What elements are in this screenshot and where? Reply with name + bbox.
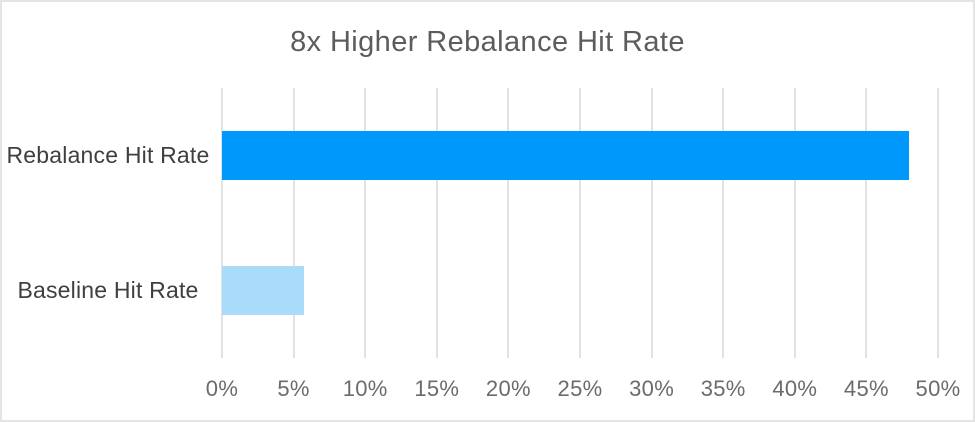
x-tick-label: 15%	[414, 376, 460, 401]
gridline	[364, 88, 367, 358]
bar-rebalance-hit-rate	[222, 131, 910, 180]
gridline	[865, 88, 868, 358]
category-label: Baseline Hit Rate	[17, 277, 199, 303]
x-tick-label: 45%	[843, 376, 889, 401]
x-tick-label: 25%	[557, 376, 603, 401]
category-label: Rebalance Hit Rate	[6, 142, 210, 168]
gridline	[793, 88, 796, 358]
x-tick-label: 5%	[277, 376, 310, 401]
chart-title: 8x Higher Rebalance Hit Rate	[290, 26, 685, 58]
x-tick-label: 50%	[915, 376, 961, 401]
gridline	[579, 88, 581, 358]
x-tick-label: 0%	[205, 376, 239, 401]
category-axis-labels: Rebalance Hit Rate Baseline Hit Rate	[2, 88, 214, 358]
x-tick-label: 35%	[700, 376, 746, 401]
gridline	[937, 88, 939, 358]
gridline	[221, 88, 223, 358]
gridline	[292, 88, 295, 358]
gridline	[650, 88, 653, 358]
x-tick-label: 20%	[485, 376, 531, 401]
x-tick-label: 40%	[772, 376, 818, 401]
x-tick-label: 10%	[342, 376, 388, 401]
bar-baseline-hit-rate	[222, 266, 304, 315]
x-tick-label: 30%	[629, 376, 675, 401]
plot-area	[221, 88, 939, 358]
value-axis-tick-labels: 0% 5% 10% 15% 20% 25% 30% 35% 40% 45% 50%	[206, 376, 960, 408]
gridline	[722, 88, 725, 358]
gridline	[435, 88, 438, 358]
gridline	[507, 88, 510, 358]
